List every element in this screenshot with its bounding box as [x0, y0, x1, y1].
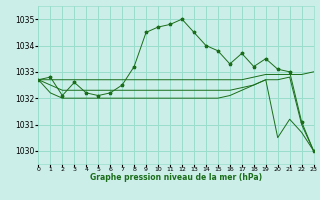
- X-axis label: Graphe pression niveau de la mer (hPa): Graphe pression niveau de la mer (hPa): [90, 173, 262, 182]
